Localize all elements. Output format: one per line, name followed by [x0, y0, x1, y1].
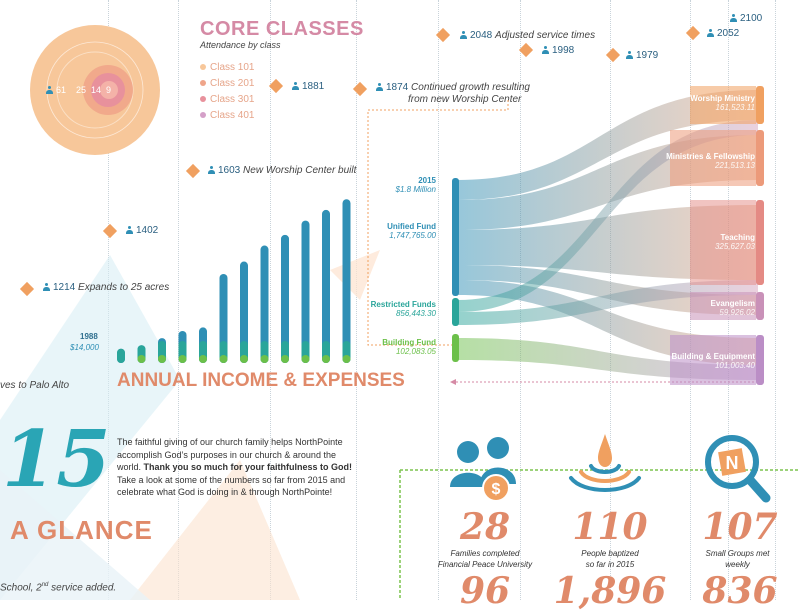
glance-paragraph: The faithful giving of our church family… [117, 437, 353, 497]
circle-value-401: 9 [106, 85, 112, 95]
fund-label-building: Building Fund 102,083.05 [382, 338, 436, 356]
stat-description: People baptized so far in 2015 [581, 549, 639, 569]
income-bar-building [240, 355, 248, 363]
income-start-amount: $14,000 [70, 343, 99, 352]
expense-label-worship: Worship Ministry 161,523.11 [690, 94, 755, 112]
milestone: 2100 [730, 13, 762, 24]
stat-value: 107 [702, 506, 778, 548]
income-bar-building [281, 355, 289, 363]
partial-text-school: School, 2nd service added. [0, 582, 117, 594]
milestone: 1998 [542, 45, 574, 56]
income-expenses-title: ANNUAL INCOME & EXPENSES [117, 370, 405, 391]
person-icon [376, 83, 383, 91]
stat-description: Small Groups met weekly [705, 549, 770, 569]
core-classes-circles [30, 25, 160, 155]
stat-value: 28 [459, 506, 511, 548]
expense-label-teaching: Teaching 325,627.03 [714, 233, 755, 251]
milestone: 1979 [626, 50, 658, 61]
income-start-year: 1988 [80, 332, 98, 341]
person-icon [208, 166, 215, 174]
circle-value-201: 25 [76, 85, 87, 95]
person-icon [707, 29, 714, 37]
family-dollar-icon: $ [450, 437, 516, 502]
expense-label-evangelism: Evangelism 59,926.02 [710, 299, 755, 317]
income-bar-building [158, 355, 166, 363]
income-bar-building [260, 355, 269, 363]
income-bar-chart [117, 199, 351, 363]
income-bar-building [199, 355, 207, 363]
person-icon [542, 46, 549, 54]
legend-item: Class 301 [200, 94, 254, 105]
fund-label-unified: Unified Fund 1,747,765.00 [387, 222, 436, 240]
partial-text-palo-alto: ves to Palo Alto [0, 380, 70, 391]
legend-dot [200, 80, 206, 86]
income-bar [322, 209, 330, 363]
income-bar-building [342, 355, 351, 363]
fund-label-total: 2015 $1.8 Million [395, 176, 436, 194]
milestone: 2048 Adjusted service times [460, 30, 595, 41]
core-classes-title: CORE CLASSES [200, 18, 364, 40]
expense-label-building: Building & Equipment 101,003.40 [671, 352, 755, 370]
person-icon [43, 283, 50, 291]
sankey-flows [452, 86, 764, 385]
income-bar-restricted [117, 348, 125, 363]
legend-dot [200, 96, 206, 102]
legend-item: Class 201 [200, 78, 254, 89]
person-icon [730, 14, 737, 22]
milestone: 1603 New Worship Center built [208, 165, 356, 176]
fund-label-restricted: Restricted Funds 856,443.30 [370, 300, 436, 318]
legend-dot [200, 64, 206, 70]
milestone: 1214 Expands to 25 acres [43, 282, 169, 293]
stat-next-value: 836 [702, 570, 778, 612]
svg-text:N: N [726, 453, 739, 473]
legend-item: Class 401 [200, 110, 254, 121]
milestone: 1874 Continued growth resulting [376, 82, 530, 93]
stat-description: Families completed Financial Peace Univer… [437, 549, 533, 569]
milestone: 1881 [292, 81, 324, 92]
magnifier-n-icon: N [705, 435, 771, 503]
person-icon [626, 51, 633, 59]
core-classes-subtitle: Attendance by class [200, 40, 281, 50]
water-drop-icon [569, 434, 641, 492]
income-bar [219, 274, 228, 363]
glance-heading: A GLANCE [10, 515, 153, 545]
circle-value-101: 61 [46, 85, 66, 95]
income-bar-building [178, 355, 187, 363]
person-icon [126, 226, 133, 234]
stat-next-value: 96 [459, 570, 511, 612]
legend-dot [200, 112, 206, 118]
income-bar [281, 234, 289, 363]
person-icon [46, 86, 53, 94]
income-bar-building [322, 355, 330, 363]
stat-value: 110 [572, 506, 648, 548]
income-bar [342, 199, 351, 363]
income-bar [260, 245, 269, 363]
person-icon [292, 82, 299, 90]
income-bar-building [301, 355, 310, 363]
income-bar-building [137, 355, 146, 363]
milestone: 2052 [707, 28, 739, 39]
svg-text:$: $ [492, 481, 501, 498]
income-bar [240, 261, 248, 363]
circle-value-301: 14 [91, 85, 102, 95]
income-bar [301, 220, 310, 363]
person-icon [460, 31, 467, 39]
legend-item: Class 101 [200, 62, 254, 73]
milestone: 1402 [126, 225, 158, 236]
income-bar-building [219, 355, 228, 363]
glance-year-digits: 15 [2, 414, 111, 505]
stat-next-value: 1,896 [553, 570, 667, 612]
expense-label-ministries: Ministries & Fellowship 221,513.13 [666, 152, 755, 170]
milestone-text-line: from new Worship Center [408, 94, 522, 105]
